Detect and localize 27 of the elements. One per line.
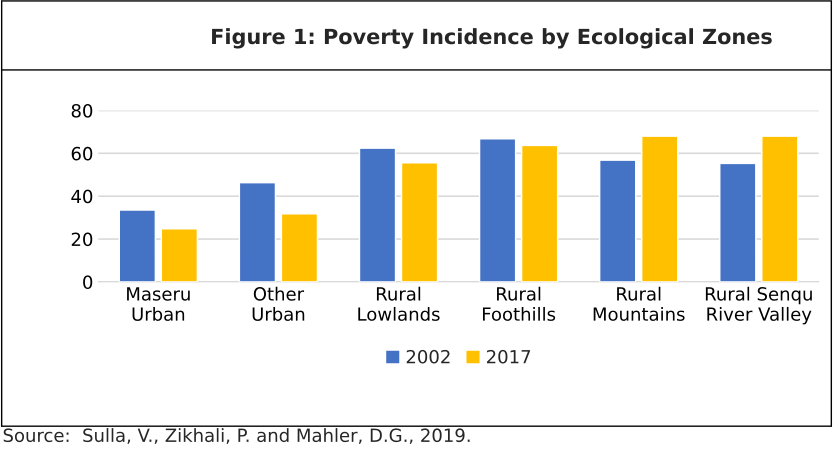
y-tick-label: 20 bbox=[72, 232, 92, 246]
bar bbox=[238, 182, 276, 282]
legend-label: 2002 bbox=[406, 350, 450, 364]
source-note: Source: Sulla, V., Zikhali, P. and Mahler, D.G., 2019. bbox=[4, 428, 470, 444]
bar bbox=[118, 209, 156, 282]
bar bbox=[520, 144, 558, 282]
y-tick-label: 0 bbox=[83, 275, 92, 289]
x-tick-label: Rural Mountains bbox=[594, 286, 685, 321]
bar bbox=[358, 148, 396, 282]
bar bbox=[400, 162, 438, 282]
y-tick-label: 60 bbox=[72, 146, 92, 160]
x-tick-label: Other Urban bbox=[252, 286, 304, 321]
y-tick-label: 80 bbox=[72, 104, 92, 118]
bar bbox=[160, 228, 198, 282]
x-tick-label: Rural Foothills bbox=[482, 286, 556, 321]
bar bbox=[761, 136, 799, 282]
bar bbox=[641, 136, 678, 282]
bar bbox=[598, 160, 636, 282]
x-tick-label: Rural Lowlands bbox=[358, 286, 440, 321]
bar bbox=[280, 213, 318, 282]
legend-label: 2017 bbox=[486, 350, 530, 364]
x-tick-label: Rural Senqu River Valley bbox=[706, 286, 812, 324]
x-tick-label: Maseru Urban bbox=[127, 287, 190, 321]
bar bbox=[719, 162, 756, 282]
y-tick-label: 40 bbox=[71, 190, 92, 204]
chart-title: Figure 1: Poverty Incidence by Ecological Zones bbox=[212, 28, 772, 48]
bar bbox=[478, 138, 516, 282]
